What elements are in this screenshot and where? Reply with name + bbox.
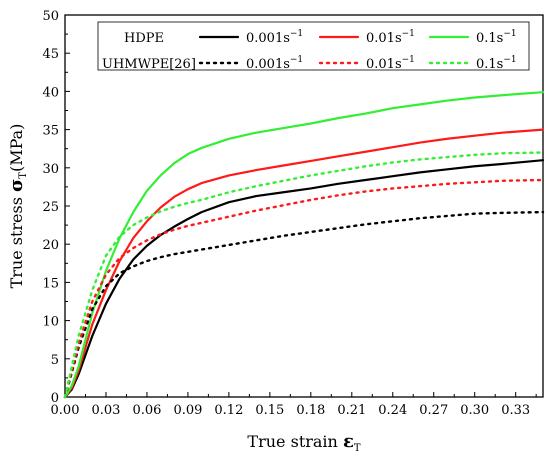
x-tick-label: 0.15	[255, 403, 284, 418]
y-axis-title-main: True stress	[7, 192, 26, 288]
y-tick-label: 0	[51, 391, 59, 406]
legend-entry-exponent: −1	[290, 55, 303, 65]
legend-entry-label: 0.001s−1	[246, 29, 303, 46]
x-tick-label: 0.33	[501, 403, 530, 418]
hdpe-0_0011-line	[63, 159, 545, 399]
y-axis-title: True stress σT(MPa)	[6, 124, 29, 289]
y-axis-ticks: 0 5 10 15 20 25 30 35 40 45 50	[42, 9, 70, 406]
legend-group-label: UHMWPE[26]	[102, 57, 196, 72]
y-tick-label: 5	[51, 353, 59, 368]
legend-entry-rate: 0.001s	[246, 57, 290, 72]
y-tick-label: 25	[42, 200, 59, 215]
x-tick-label: 0.18	[296, 403, 325, 418]
x-tick-label: 0.21	[337, 403, 366, 418]
legend-entry-exponent: −1	[503, 29, 516, 39]
series-layer	[63, 91, 545, 399]
legend-entry-rate: 0.001s	[246, 31, 290, 46]
x-tick-label: 0.24	[378, 403, 407, 418]
hdpe-0_11-line	[63, 91, 545, 399]
x-tick-label: 0.27	[419, 403, 448, 418]
uhmwpe-0_0011-line	[63, 210, 545, 399]
legend-entry-label: 0.01s−1	[366, 29, 415, 46]
legend-entry-rate: 0.1s	[476, 31, 503, 46]
y-tick-label: 35	[42, 124, 59, 139]
x-tick-label: 0.30	[460, 403, 489, 418]
legend-entry-rate: 0.01s	[366, 57, 402, 72]
y-axis-title-subscript: T	[18, 172, 29, 179]
x-tick-label: 0.03	[91, 403, 120, 418]
hdpe-0_011-line	[63, 128, 545, 399]
legend-entry-exponent: −1	[290, 29, 303, 39]
legend-entry-label: 0.001s−1	[246, 55, 303, 72]
legend-entry-label: 0.01s−1	[366, 55, 415, 72]
legend-entry-exponent: −1	[402, 29, 415, 39]
y-tick-label: 40	[42, 85, 59, 100]
y-tick-label: 15	[42, 276, 59, 291]
x-tick-label: 0.09	[173, 403, 202, 418]
y-axis-title-unit: (MPa)	[7, 124, 26, 172]
x-axis-title-symbol: ε	[343, 431, 354, 452]
legend-entry-rate: 0.1s	[476, 57, 503, 72]
x-axis-title-main: True strain	[247, 432, 343, 451]
y-tick-label: 10	[42, 315, 59, 330]
x-axis-title-subscript: T	[354, 443, 361, 454]
x-tick-label: 0.12	[214, 403, 243, 418]
legend-entry-label: 0.1s−1	[476, 55, 517, 72]
y-tick-label: 50	[42, 9, 59, 24]
legend-entry-rate: 0.01s	[366, 31, 402, 46]
y-tick-label: 20	[42, 238, 59, 253]
legend-group-label: HDPE	[124, 31, 164, 46]
y-tick-label: 45	[42, 47, 59, 62]
legend-entry-exponent: −1	[402, 55, 415, 65]
y-tick-label: 30	[42, 162, 59, 177]
y-axis-title-symbol: σ	[6, 179, 27, 192]
x-axis-ticks: 0.00 0.03 0.06 0.09 0.12 0.15 0.18 0.21 0.24 0.27…	[51, 392, 537, 418]
legend-entry-label: 0.1s−1	[476, 29, 517, 46]
uhmwpe-0_011-line	[63, 178, 545, 399]
legend-box	[97, 21, 530, 71]
legend-entry-exponent: −1	[503, 55, 516, 65]
x-tick-label: 0.00	[51, 403, 80, 418]
uhmwpe-0_11-line	[63, 151, 545, 399]
x-tick-label: 0.06	[132, 403, 161, 418]
x-axis-title: True strain εT	[247, 431, 360, 454]
